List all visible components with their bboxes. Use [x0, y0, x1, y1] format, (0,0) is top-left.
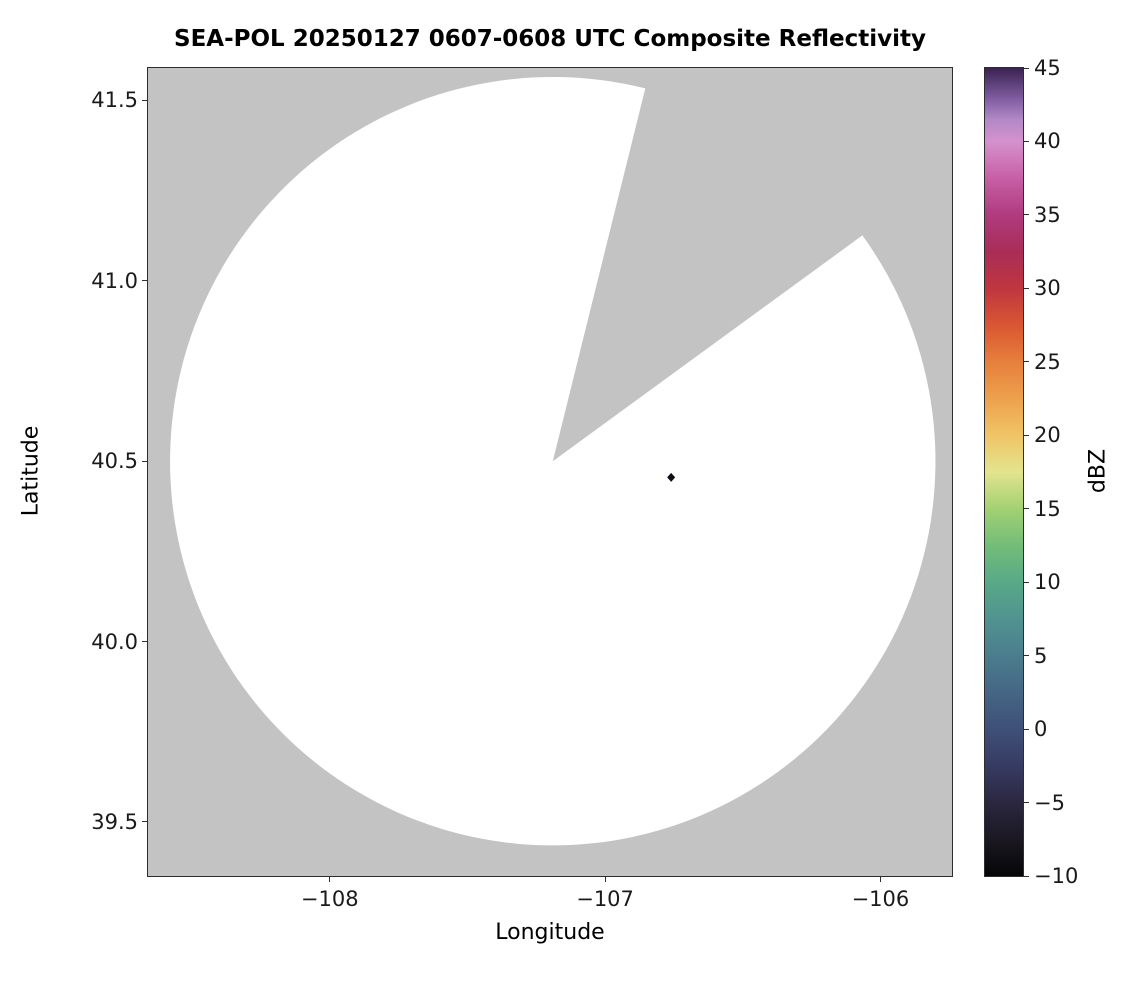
colorbar-tick-label: 45 — [1034, 56, 1061, 80]
y-tick-mark — [142, 821, 147, 823]
y-tick-label: 41.5 — [91, 88, 138, 113]
y-tick-label: 41.0 — [91, 268, 138, 293]
colorbar-tick-label: −5 — [1034, 790, 1065, 815]
x-tick-label: −106 — [851, 887, 910, 911]
y-tick-mark — [142, 641, 147, 643]
colorbar-tick-mark — [1024, 361, 1029, 363]
y-tick-label: 39.5 — [91, 809, 138, 834]
colorbar-tick-mark — [1024, 875, 1029, 877]
y-tick-mark — [142, 280, 147, 282]
radar-echo-marker — [667, 472, 676, 482]
x-tick-label: −108 — [300, 887, 359, 911]
colorbar-tick-label: 35 — [1034, 202, 1061, 227]
y-axis-label: Latitude — [18, 425, 44, 517]
colorbar-gradient — [985, 68, 1023, 876]
radar-coverage-area — [170, 77, 936, 846]
colorbar-tick-mark — [1024, 728, 1029, 730]
colorbar-tick-label: 15 — [1034, 496, 1061, 521]
colorbar-tick-label: 30 — [1034, 276, 1061, 301]
colorbar-tick-mark — [1024, 214, 1029, 216]
radar-coverage-plot — [148, 68, 952, 876]
colorbar-tick-mark — [1024, 508, 1029, 510]
colorbar-label: dBZ — [1085, 448, 1111, 494]
colorbar-tick-label: 40 — [1034, 129, 1061, 154]
plot-area — [147, 67, 953, 877]
colorbar-tick-mark — [1024, 140, 1029, 142]
colorbar-tick-label: 25 — [1034, 349, 1061, 374]
x-tick-mark — [879, 877, 881, 882]
colorbar — [984, 67, 1024, 877]
y-tick-mark — [142, 99, 147, 101]
plot-title: SEA-POL 20250127 0607-0608 UTC Composite… — [174, 26, 926, 52]
x-tick-label: −107 — [576, 887, 634, 911]
colorbar-tick-label: 5 — [1034, 643, 1048, 668]
y-tick-mark — [142, 460, 147, 462]
x-tick-mark — [604, 877, 606, 882]
x-axis-label: Longitude — [495, 920, 605, 945]
y-tick-label: 40.5 — [91, 449, 138, 474]
colorbar-tick-label: 0 — [1034, 717, 1048, 742]
colorbar-tick-label: 10 — [1034, 570, 1061, 595]
x-tick-mark — [329, 877, 331, 882]
colorbar-tick-mark — [1024, 581, 1029, 583]
y-tick-label: 40.0 — [91, 629, 138, 654]
colorbar-tick-label: −10 — [1034, 864, 1079, 888]
colorbar-tick-mark — [1024, 287, 1029, 289]
colorbar-tick-mark — [1024, 434, 1029, 436]
colorbar-tick-mark — [1024, 67, 1029, 69]
colorbar-tick-mark — [1024, 655, 1029, 657]
colorbar-tick-label: 20 — [1034, 423, 1061, 448]
colorbar-tick-mark — [1024, 802, 1029, 804]
